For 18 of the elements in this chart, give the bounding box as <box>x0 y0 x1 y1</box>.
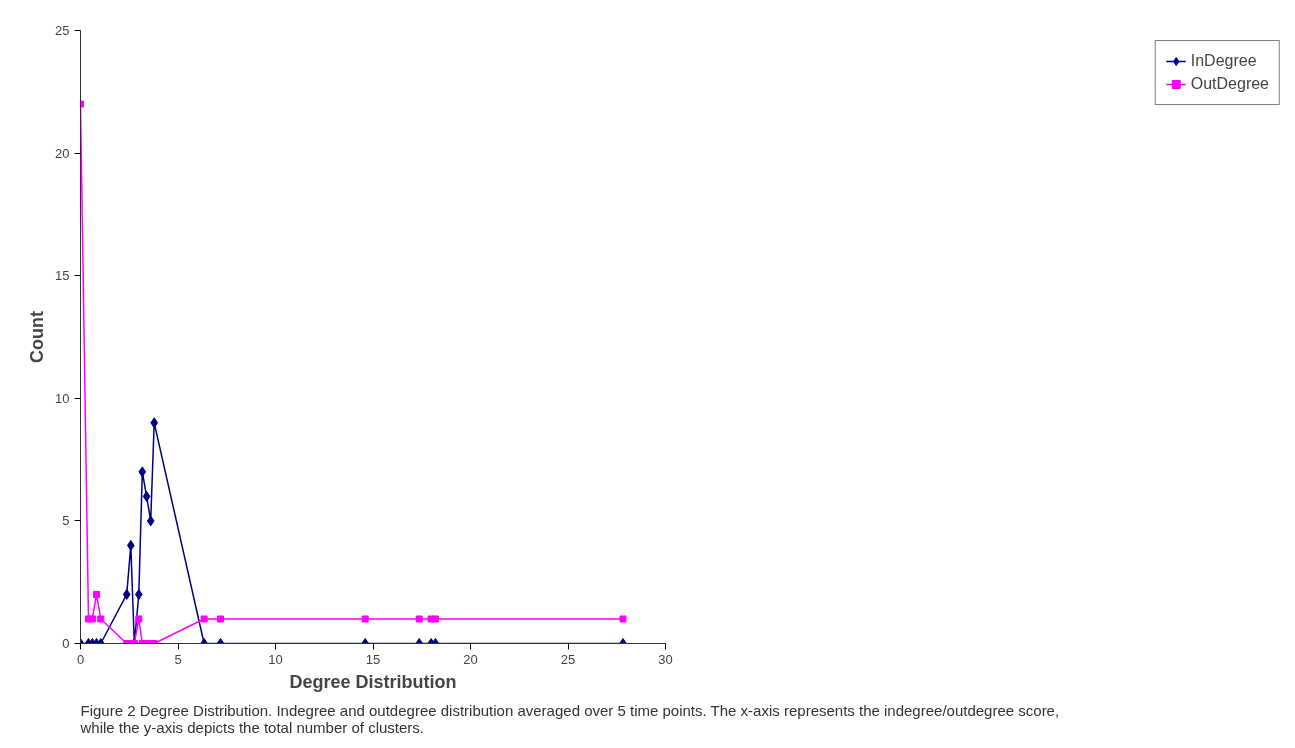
x-tick-label: 25 <box>560 651 576 667</box>
x-tick-label: 20 <box>463 651 478 667</box>
y-tick-label: 15 <box>55 268 70 284</box>
x-tick-label: 15 <box>365 651 381 667</box>
y-tick-label: 20 <box>55 145 70 161</box>
caption: Figure 2 Degree Distribution. Indegree and outdegree distribution averaged over 5 time points. The x-axis represents the indegree/outdegree score, while the y-axis depicts the total number of clusters. <box>79 701 1060 736</box>
x-tick-label: 30 <box>658 651 673 667</box>
y-tick-label: 25 <box>55 23 70 38</box>
y-tick-label: 0 <box>62 636 70 651</box>
x-tick-label: 5 <box>174 651 182 667</box>
y-axis-title: Count <box>27 311 48 363</box>
y-tick-label: 10 <box>55 390 70 406</box>
x-axis-title: Degree Distribution <box>289 671 457 692</box>
legend-label: OutDegree <box>1190 75 1269 93</box>
legend-label: InDegree <box>1190 52 1257 70</box>
x-tick-label: 0 <box>76 651 85 667</box>
y-tick-label: 5 <box>62 513 70 529</box>
x-tick-label: 10 <box>268 651 283 667</box>
